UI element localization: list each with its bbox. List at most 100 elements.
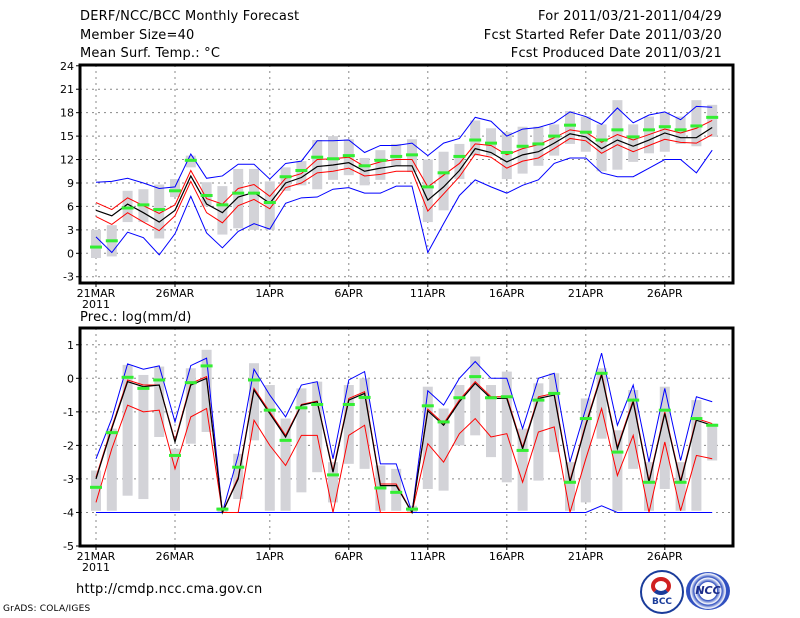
y-tick-label: 1 <box>67 339 74 352</box>
observed-marker <box>643 480 655 484</box>
x-tick-label: 21MAR <box>77 550 116 563</box>
observed-marker <box>295 168 308 172</box>
spread-box <box>375 150 386 180</box>
observed-marker <box>232 191 245 195</box>
spread-box <box>312 140 323 190</box>
ncc-logo: NCC <box>686 572 730 610</box>
observed-marker <box>169 453 181 457</box>
spread-box <box>170 179 180 198</box>
ensemble-mean-line <box>95 372 713 515</box>
x-tick-label: 21APR <box>568 550 604 563</box>
observed-marker <box>327 157 339 161</box>
y-tick-label: 6 <box>67 200 74 213</box>
observed-marker <box>469 138 482 142</box>
observed-marker <box>248 378 260 382</box>
spread-box <box>217 186 228 235</box>
spread-box <box>264 181 275 230</box>
spread-box <box>628 124 639 162</box>
observed-marker <box>137 203 150 207</box>
x-tick-label: 26MAR <box>156 287 195 300</box>
spread-box <box>454 385 465 446</box>
spread-box <box>549 373 560 453</box>
spread-box <box>707 423 718 461</box>
ensemble-min-line <box>95 149 713 256</box>
precip-title: Prec.: log(mm/d) <box>80 310 192 325</box>
spread-box <box>501 132 512 180</box>
observed-marker <box>516 144 529 148</box>
spread-box <box>422 159 433 223</box>
x-tick-label: 11APR <box>410 287 446 300</box>
x-tick-label: 21APR <box>568 287 604 300</box>
observed-marker <box>121 375 134 379</box>
observed-marker <box>390 154 403 158</box>
observed-marker <box>658 125 671 129</box>
observed-marker <box>485 141 497 145</box>
bcc-logo: BCC <box>640 570 684 614</box>
spread-box <box>580 116 591 152</box>
spread-box <box>138 374 149 500</box>
y-tick-label: 9 <box>67 177 74 190</box>
observed-marker <box>232 465 245 469</box>
observed-marker <box>453 154 466 158</box>
observed-marker <box>216 507 229 511</box>
observed-marker <box>421 404 434 408</box>
y-tick-label: -1 <box>63 406 74 419</box>
y-tick-label: 18 <box>60 107 74 120</box>
observed-marker <box>500 395 513 399</box>
observed-marker <box>658 408 671 412</box>
spread-box <box>106 428 117 511</box>
y-tick-label: 24 <box>60 60 74 73</box>
observed-marker <box>532 398 545 402</box>
spread-box <box>154 366 165 437</box>
x-tick-label: 1APR <box>255 287 284 300</box>
spread-box <box>533 126 544 166</box>
spread-box <box>517 428 528 511</box>
spread-lower-line <box>95 404 713 513</box>
observed-marker <box>548 134 561 138</box>
observed-marker <box>516 448 529 452</box>
spread-box <box>691 100 702 147</box>
observed-marker <box>216 203 229 207</box>
spread-box <box>91 229 101 258</box>
spread-box <box>565 111 575 144</box>
observed-marker <box>421 185 434 189</box>
observed-marker <box>674 128 687 132</box>
spread-box <box>470 120 481 156</box>
observed-marker <box>153 378 166 382</box>
spread-box <box>280 167 291 191</box>
observed-marker <box>674 480 687 484</box>
observed-marker <box>279 438 292 442</box>
y-tick-label: 3 <box>67 224 74 237</box>
observed-marker <box>564 480 576 484</box>
observed-marker <box>627 398 640 402</box>
observed-marker <box>690 417 703 421</box>
spread-box <box>154 184 165 239</box>
observed-marker <box>611 450 624 454</box>
observed-marker <box>342 402 355 406</box>
observed-marker <box>184 158 197 162</box>
source-url[interactable]: http://cmdp.ncc.cma.gov.cn <box>76 582 263 597</box>
observed-marker <box>279 175 292 179</box>
observed-marker <box>706 423 719 427</box>
y-tick-label: -3 <box>63 271 74 284</box>
spread-upper-line <box>95 120 713 215</box>
observed-marker <box>90 245 102 249</box>
y-tick-label: -5 <box>63 540 74 553</box>
y-tick-label: 12 <box>60 154 74 167</box>
spread-box <box>328 462 338 503</box>
observed-marker <box>169 189 181 193</box>
observed-marker <box>295 406 308 410</box>
bcc-logo-text: BCC <box>651 597 673 607</box>
chart-title: DERF/NCC/BCC Monthly Forecast <box>80 9 300 24</box>
observed-marker <box>358 164 371 168</box>
observed-marker <box>358 395 371 399</box>
spread-box <box>596 124 607 172</box>
observed-marker <box>406 507 418 511</box>
x-tick-label: 26APR <box>647 287 683 300</box>
observed-marker <box>532 142 545 146</box>
x-tick-label: 16APR <box>489 287 525 300</box>
observed-marker <box>311 155 324 159</box>
observed-marker <box>706 115 719 119</box>
observed-marker <box>579 417 592 421</box>
spread-box <box>391 468 402 511</box>
